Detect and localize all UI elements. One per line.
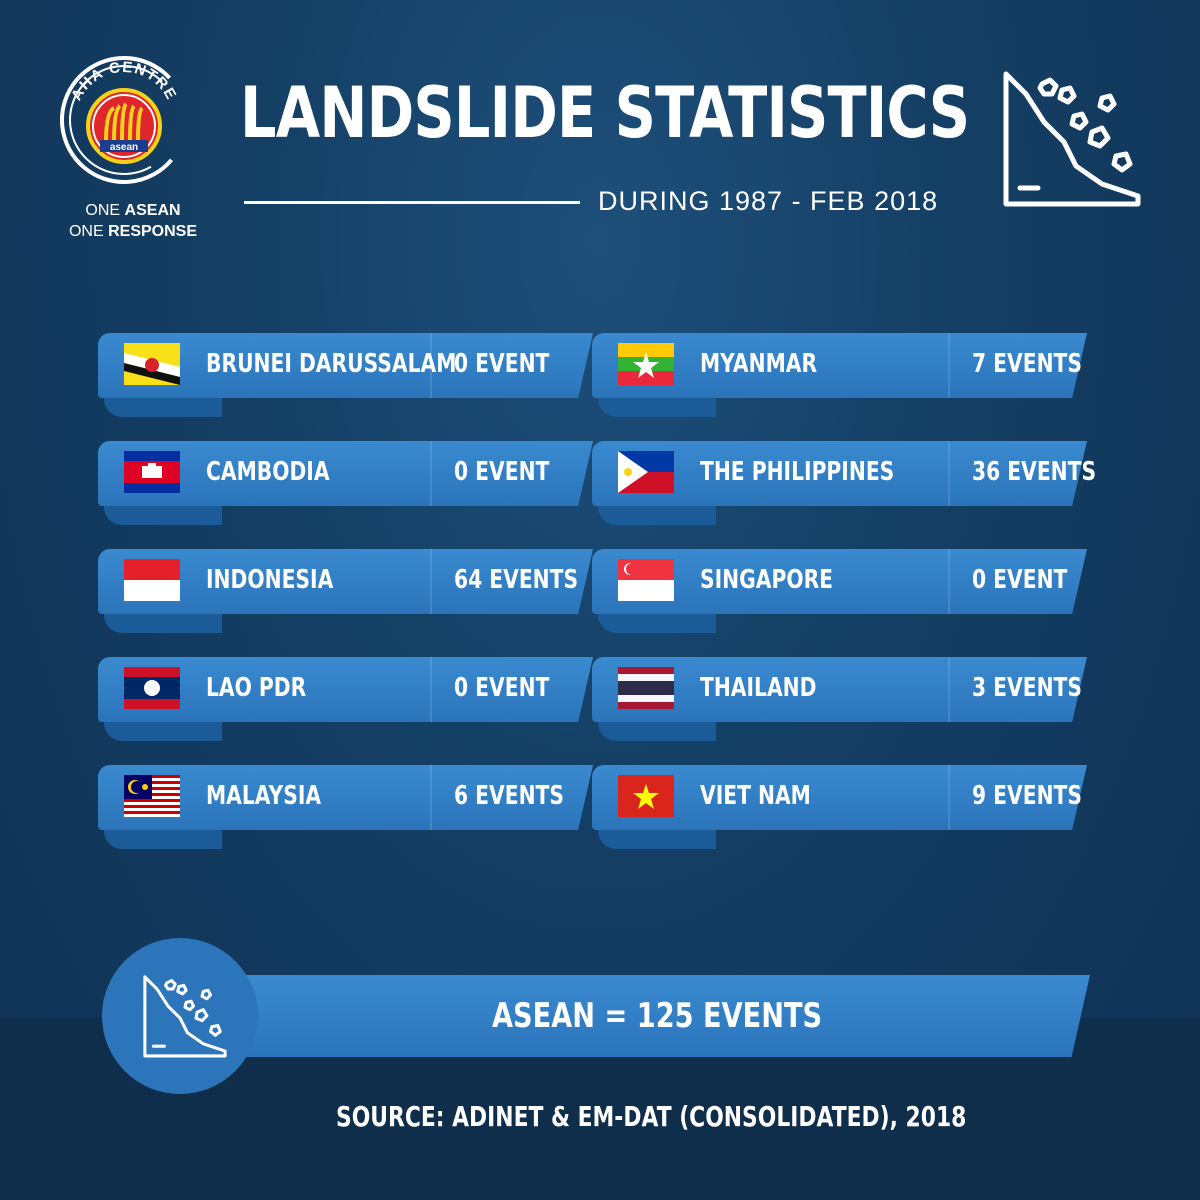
event-count: 64 EVENTS xyxy=(454,565,579,595)
country-row: MALAYSIA 6 EVENTS xyxy=(98,765,593,849)
ribbon-bar xyxy=(592,765,1087,830)
ribbon-divider xyxy=(948,657,950,722)
country-name: LAO PDR xyxy=(206,673,307,703)
ribbon-divider xyxy=(430,657,432,722)
tagline-line2-bold: RESPONSE xyxy=(108,223,198,240)
brunei-flag xyxy=(124,343,180,385)
event-count: 36 EVENTS xyxy=(972,457,1097,487)
country-name: BRUNEI DARUSSALAM xyxy=(206,349,457,379)
page-title: LANDSLIDE STATISTICS xyxy=(240,72,970,154)
tagline-line1-prefix: ONE xyxy=(85,202,125,219)
country-row: CAMBODIA 0 EVENT xyxy=(98,441,593,525)
singapore-flag xyxy=(618,559,674,601)
ribbon-divider xyxy=(948,549,950,614)
laos-flag xyxy=(124,667,180,709)
ribbon-divider xyxy=(430,441,432,506)
country-row: THE PHILIPPINES 36 EVENTS xyxy=(592,441,1096,525)
indonesia-flag xyxy=(124,559,180,601)
country-name: THAILAND xyxy=(700,673,817,703)
vietnam-flag xyxy=(618,775,674,817)
landslide-icon xyxy=(143,975,227,1058)
logo-tagline: ONE ASEAN ONE RESPONSE xyxy=(58,200,208,242)
country-name: MALAYSIA xyxy=(206,781,322,811)
source-text: SOURCE: ADINET & EM-DAT (CONSOLIDATED), … xyxy=(336,1100,967,1133)
country-row: VIET NAM 9 EVENTS xyxy=(592,765,1087,849)
total-bar xyxy=(168,975,1090,1057)
country-row: BRUNEI DARUSSALAM 0 EVENT xyxy=(98,333,593,417)
ribbon-divider xyxy=(430,765,432,830)
event-count: 0 EVENT xyxy=(454,349,550,379)
country-name: CAMBODIA xyxy=(206,457,330,487)
country-row: INDONESIA 64 EVENTS xyxy=(98,549,593,633)
event-count: 0 EVENT xyxy=(454,673,550,703)
total-icon-circle xyxy=(102,938,258,1094)
tagline-line1-bold: ASEAN xyxy=(124,202,181,219)
total-text: ASEAN = 125 EVENTS xyxy=(492,996,823,1036)
myanmar-flag xyxy=(618,343,674,385)
ribbon-bar xyxy=(592,333,1087,398)
event-count: 9 EVENTS xyxy=(972,781,1082,811)
ribbon-divider xyxy=(948,441,950,506)
country-name: INDONESIA xyxy=(206,565,334,595)
cambodia-flag xyxy=(124,451,180,493)
ribbon-divider xyxy=(430,333,432,398)
ribbon-bar xyxy=(592,549,1087,614)
country-name: MYANMAR xyxy=(700,349,818,379)
ribbon-bar xyxy=(98,333,593,398)
malaysia-flag xyxy=(124,775,180,817)
event-count: 6 EVENTS xyxy=(454,781,564,811)
country-name: VIET NAM xyxy=(700,781,811,811)
ribbon-divider xyxy=(948,333,950,398)
event-count: 7 EVENTS xyxy=(972,349,1082,379)
ribbon-bar xyxy=(592,657,1087,722)
country-name: SINGAPORE xyxy=(700,565,834,595)
page-subtitle: DURING 1987 - FEB 2018 xyxy=(598,186,939,216)
country-row: MYANMAR 7 EVENTS xyxy=(592,333,1087,417)
ribbon-bar xyxy=(98,549,593,614)
tagline-line2-prefix: ONE xyxy=(68,223,109,240)
ribbon-bar xyxy=(98,657,593,722)
country-name: THE PHILIPPINES xyxy=(700,457,895,487)
logo-emblem: AHA CENTRE asean xyxy=(60,56,188,184)
thailand-flag xyxy=(618,667,674,709)
event-count: 3 EVENTS xyxy=(972,673,1082,703)
ribbon-bar xyxy=(592,441,1087,506)
country-row: THAILAND 3 EVENTS xyxy=(592,657,1087,741)
landslide-icon xyxy=(1003,71,1141,207)
country-row: SINGAPORE 0 EVENT xyxy=(592,549,1087,633)
philippines-flag xyxy=(618,451,674,493)
ribbon-bar xyxy=(98,765,593,830)
country-row: LAO PDR 0 EVENT xyxy=(98,657,593,741)
aha-centre-logo: AHA CENTRE asean ONE ASEAN ONE RESPONSE xyxy=(58,52,198,242)
event-count: 0 EVENT xyxy=(972,565,1068,595)
title-underline xyxy=(244,201,580,204)
ribbon-divider xyxy=(430,549,432,614)
logo-emblem-text: asean xyxy=(110,142,138,153)
event-count: 0 EVENT xyxy=(454,457,550,487)
ribbon-divider xyxy=(948,765,950,830)
ribbon-bar xyxy=(98,441,593,506)
